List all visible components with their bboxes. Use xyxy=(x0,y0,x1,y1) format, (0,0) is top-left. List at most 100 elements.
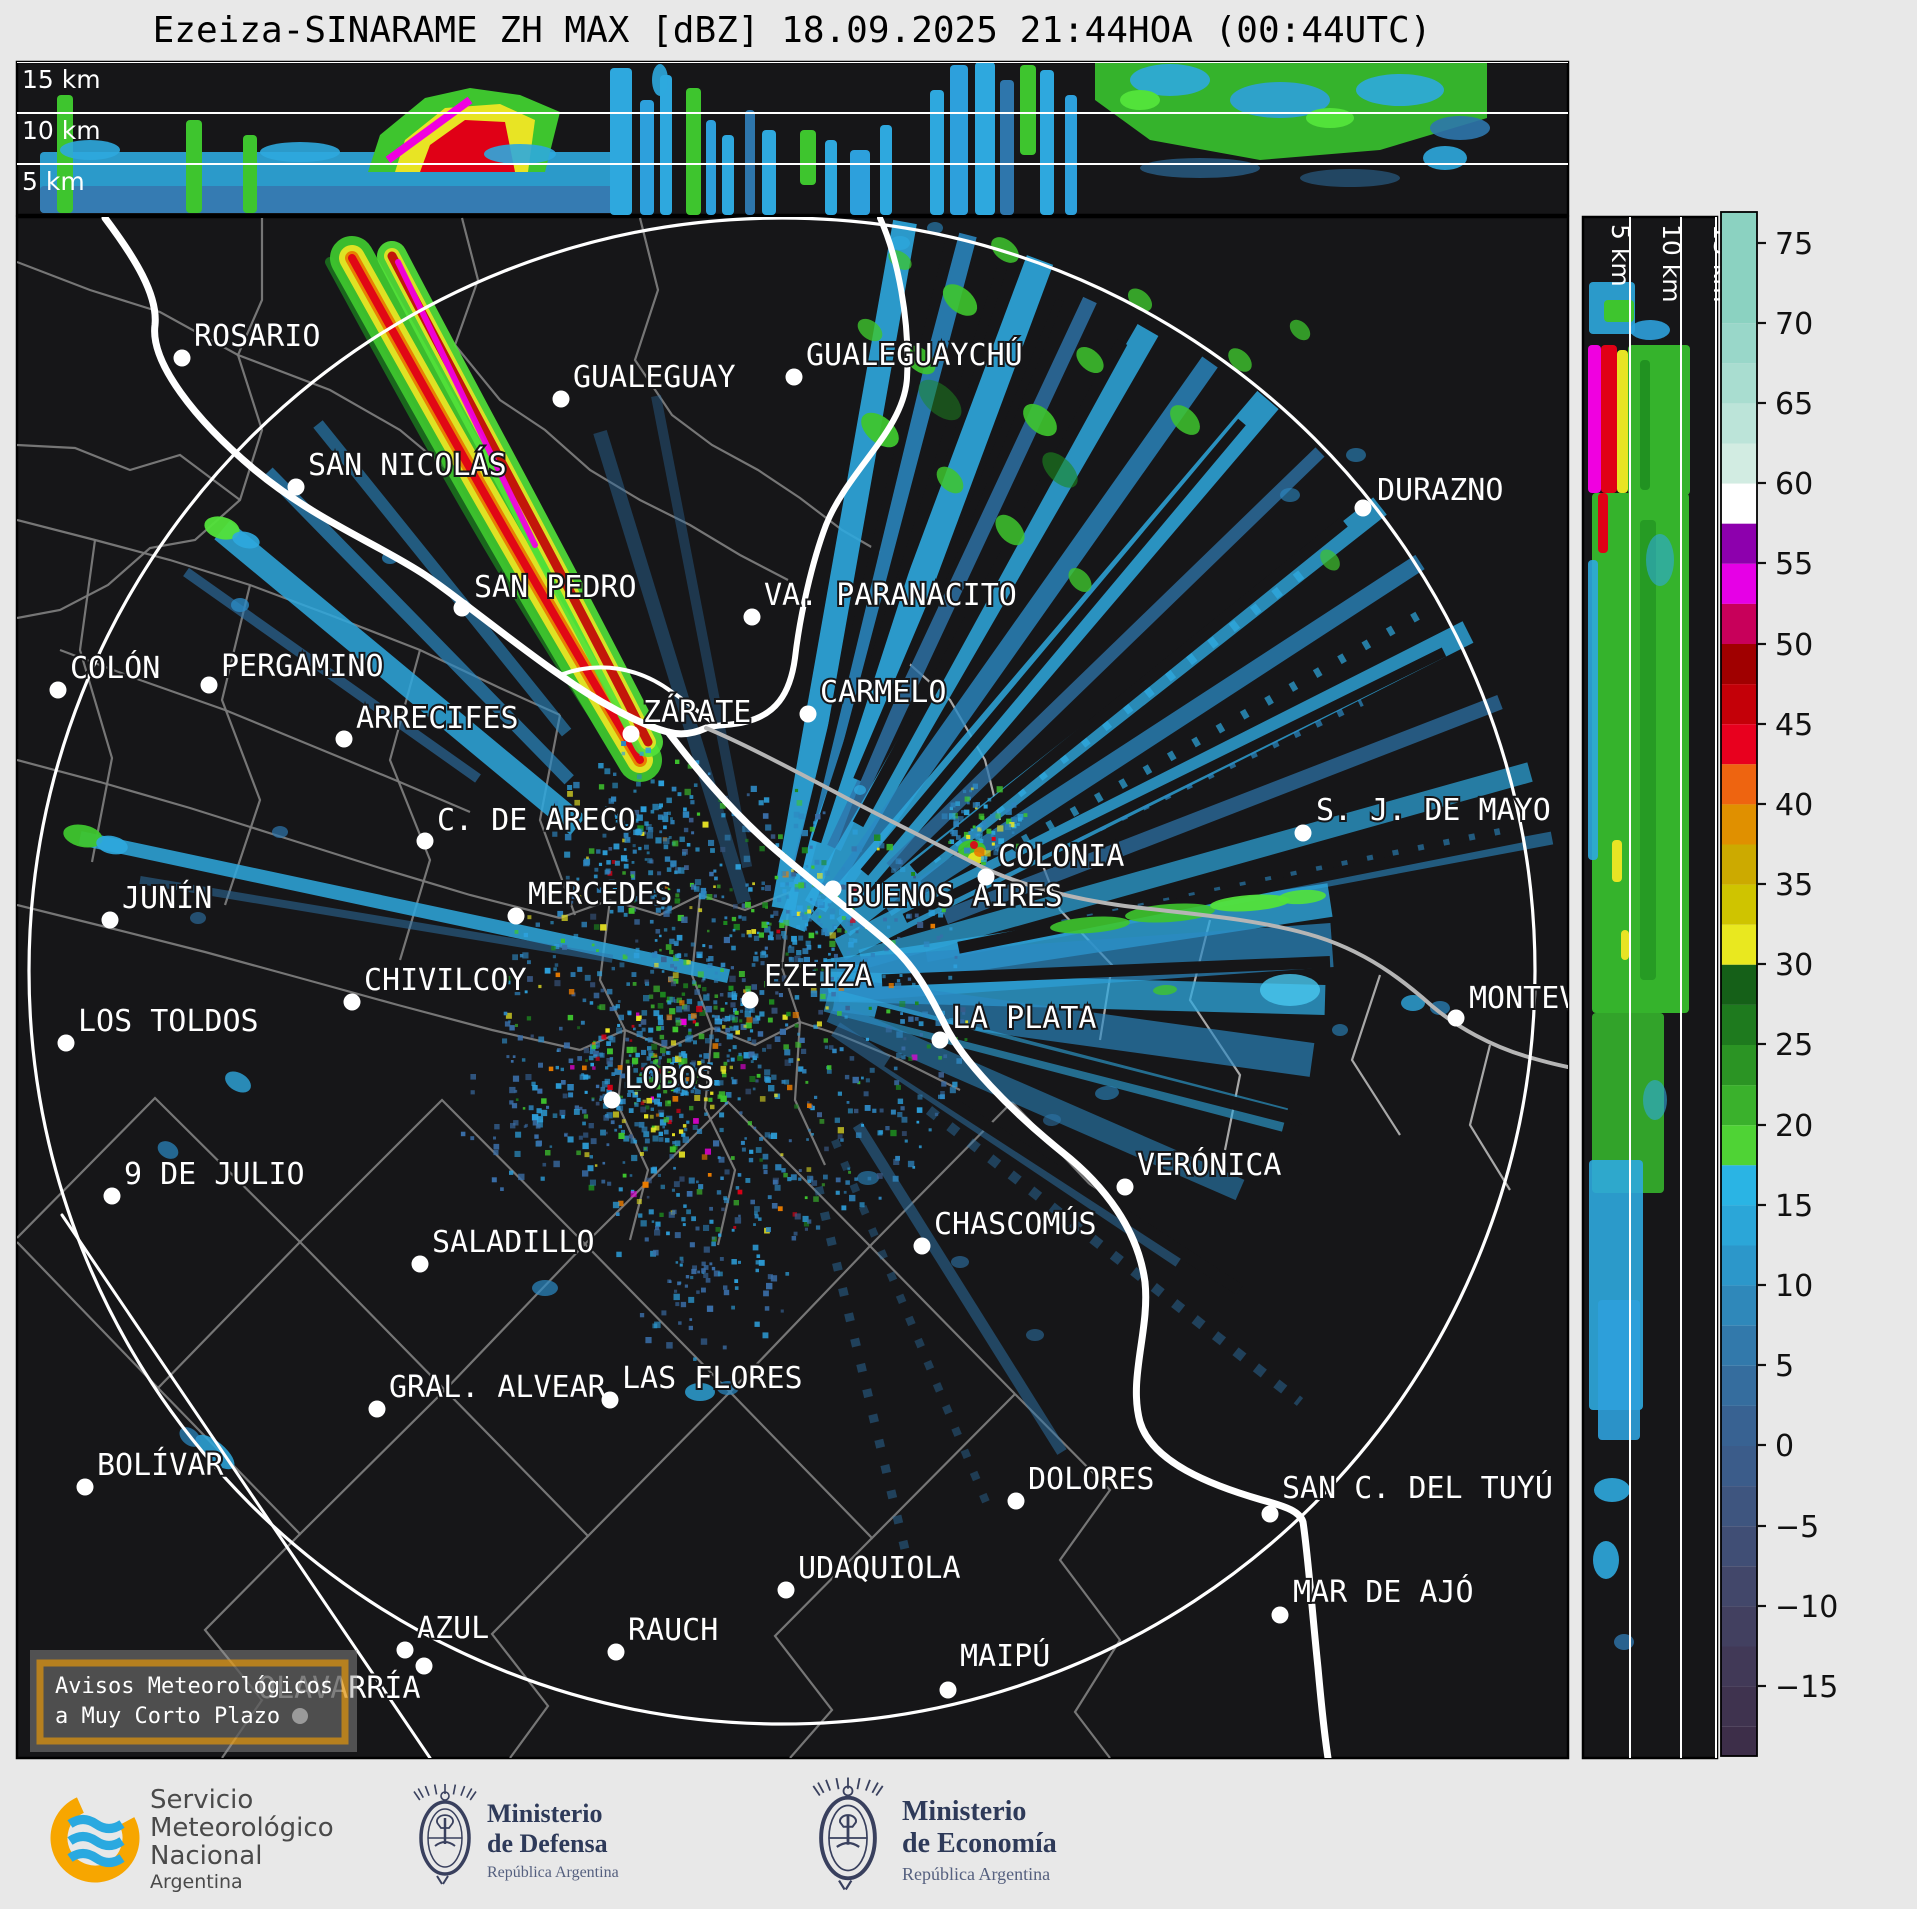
echo-speckle xyxy=(991,836,996,841)
echo-speckle xyxy=(608,1035,613,1041)
city-label: DOLORES xyxy=(1028,1462,1154,1497)
echo-speckle xyxy=(470,1136,475,1141)
colorbar-tick-label: −15 xyxy=(1775,1670,1838,1705)
echo-speckle xyxy=(707,772,711,776)
city-label: CARMELO xyxy=(820,675,946,710)
echo-speckle xyxy=(513,1120,519,1126)
echo-blob xyxy=(970,841,978,849)
echo-speckle xyxy=(629,1039,633,1042)
echo-blob xyxy=(1430,1001,1450,1015)
city-label: ZÁRATE xyxy=(643,694,751,730)
echo-speckle xyxy=(761,886,765,891)
city-label: BOLÍVAR xyxy=(97,1447,224,1483)
echo-speckle xyxy=(594,867,599,872)
echo-speckle xyxy=(770,914,774,918)
echo-speckle xyxy=(679,1256,684,1261)
city-label: DURAZNO xyxy=(1377,473,1503,508)
echo-speckle xyxy=(618,1014,624,1021)
echo-speckle xyxy=(656,1093,661,1098)
echo-speckle xyxy=(724,834,731,841)
colorbar-segment xyxy=(1721,1486,1757,1527)
echo-speckle xyxy=(663,825,667,830)
echo-speckle xyxy=(686,1120,690,1124)
echo-speckle xyxy=(677,1281,681,1286)
echo-speckle xyxy=(758,932,764,938)
echo-speckle xyxy=(711,918,716,923)
echo-speckle xyxy=(715,1015,719,1019)
echo-cell xyxy=(1423,146,1467,170)
echo-cell xyxy=(610,68,632,215)
echo-speckle xyxy=(641,1010,648,1016)
echo-blob xyxy=(854,785,866,795)
echo-speckle xyxy=(713,1005,718,1010)
echo-speckle xyxy=(775,843,780,847)
echo-speckle xyxy=(521,1058,526,1062)
city-dot xyxy=(335,730,353,748)
colorbar-tick-label: −10 xyxy=(1775,1590,1838,1625)
echo-speckle xyxy=(579,1106,583,1111)
echo-cell xyxy=(1020,65,1036,155)
city-dot xyxy=(1271,1606,1289,1624)
echo-speckle xyxy=(625,953,629,957)
colorbar-segment xyxy=(1721,323,1757,364)
warning-badge[interactable]: Avisos Meteorológicos a Muy Corto Plazo xyxy=(30,1650,357,1752)
echo-speckle xyxy=(735,1186,740,1190)
echo-speckle xyxy=(568,989,575,995)
echo-speckle xyxy=(969,789,972,793)
echo-speckle xyxy=(697,1270,700,1274)
echo-speckle xyxy=(536,1116,544,1123)
echo-speckle xyxy=(791,1236,797,1241)
echo-speckle xyxy=(720,1065,727,1072)
echo-speckle xyxy=(897,1112,903,1118)
echo-cell xyxy=(1065,95,1077,215)
echo-speckle xyxy=(576,1150,581,1156)
echo-speckle xyxy=(733,904,738,909)
border-line xyxy=(236,218,449,471)
echo-speckle xyxy=(733,1200,739,1206)
echo-speckle xyxy=(789,881,795,888)
echo-speckle xyxy=(798,1066,804,1072)
echo-speckle xyxy=(604,768,611,775)
echo-speckle xyxy=(698,1184,704,1190)
echo-speckle xyxy=(693,886,700,892)
echo-speckle xyxy=(617,817,620,820)
echo-ray xyxy=(651,395,753,869)
echo-speckle xyxy=(713,1080,720,1086)
echo-speckle xyxy=(548,1066,554,1072)
echo-speckle xyxy=(607,1048,613,1055)
echo-speckle xyxy=(807,905,811,909)
echo-speckle xyxy=(470,1074,476,1080)
city-label: MERCEDES xyxy=(528,877,673,912)
echo-speckle xyxy=(972,802,979,808)
echo-speckle xyxy=(867,1176,872,1181)
echo-ray xyxy=(853,298,1064,782)
echo-speckle xyxy=(584,1090,588,1094)
city-label: VERÓNICA xyxy=(1137,1146,1282,1183)
echo-speckle xyxy=(871,901,879,908)
city-dot xyxy=(416,832,434,850)
echo-blob xyxy=(904,345,936,375)
echo-speckle xyxy=(632,1057,639,1064)
echo-speckle xyxy=(774,875,779,880)
echo-speckle xyxy=(531,1114,539,1121)
echo-speckle xyxy=(554,800,558,805)
echo-speckle xyxy=(848,921,853,926)
echo-speckle xyxy=(598,763,604,769)
echo-speckle xyxy=(705,1278,711,1283)
echo-speckle xyxy=(752,1087,756,1091)
echo-speckle xyxy=(730,1156,735,1160)
echo-speckle xyxy=(583,1132,589,1138)
echo-speckle xyxy=(685,1275,690,1279)
echo-speckle xyxy=(665,907,672,914)
echo-speckle xyxy=(811,865,815,869)
echo-speckle xyxy=(690,884,697,890)
echo-speckle xyxy=(608,879,615,886)
echo-speckle xyxy=(731,1305,735,1310)
echo-speckle xyxy=(827,903,831,907)
echo-speckle xyxy=(528,1105,534,1111)
echo-speckle xyxy=(673,1087,679,1093)
echo-speckle xyxy=(522,952,529,959)
city-label: SAN NICOLÁS xyxy=(308,447,507,483)
echo-speckle xyxy=(630,1046,637,1053)
